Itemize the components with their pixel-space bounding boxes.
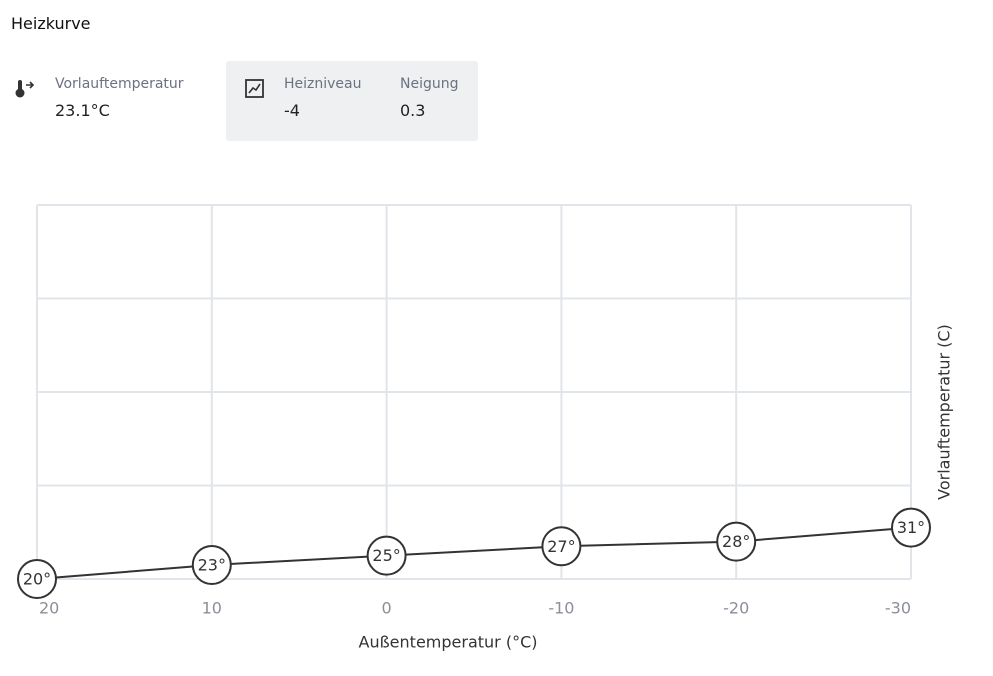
x-tick-label: 0 <box>382 599 392 618</box>
point-label: 25° <box>372 546 400 565</box>
point <box>891 507 931 548</box>
x-axis-label: Außentemperatur (°C) <box>359 633 538 652</box>
stat-value: 23.1°C <box>55 101 110 120</box>
point <box>17 559 57 599</box>
point-label: 27° <box>547 537 575 556</box>
y-axis-label: Vorlauftemperatur (C) <box>935 324 954 500</box>
x-tick-label: -20 <box>723 599 749 618</box>
stat-value: -4 <box>284 101 300 120</box>
curve-line <box>36 526 912 580</box>
point <box>541 526 582 567</box>
point <box>366 535 407 576</box>
x-tick-label: 10 <box>202 599 222 618</box>
point-label: 23° <box>198 555 226 574</box>
x-tick-label: 20 <box>39 599 59 618</box>
curve-icon <box>245 79 264 98</box>
stat-label: Vorlauftemperatur <box>55 76 184 92</box>
point-label: 20° <box>23 570 51 589</box>
stat-label: Heizniveau <box>284 76 362 92</box>
point-label: 31° <box>897 518 925 537</box>
x-tick-label: -10 <box>548 599 574 618</box>
x-tick-label: -30 <box>885 599 911 618</box>
stat-value: 0.3 <box>400 101 426 120</box>
point <box>716 521 757 562</box>
section-title: Heizkurve <box>11 14 91 33</box>
point <box>191 544 232 585</box>
stat-box <box>226 61 478 141</box>
thermometer-icon <box>15 80 35 98</box>
stat-label: Neigung <box>400 76 459 92</box>
point-label: 28° <box>722 532 750 551</box>
